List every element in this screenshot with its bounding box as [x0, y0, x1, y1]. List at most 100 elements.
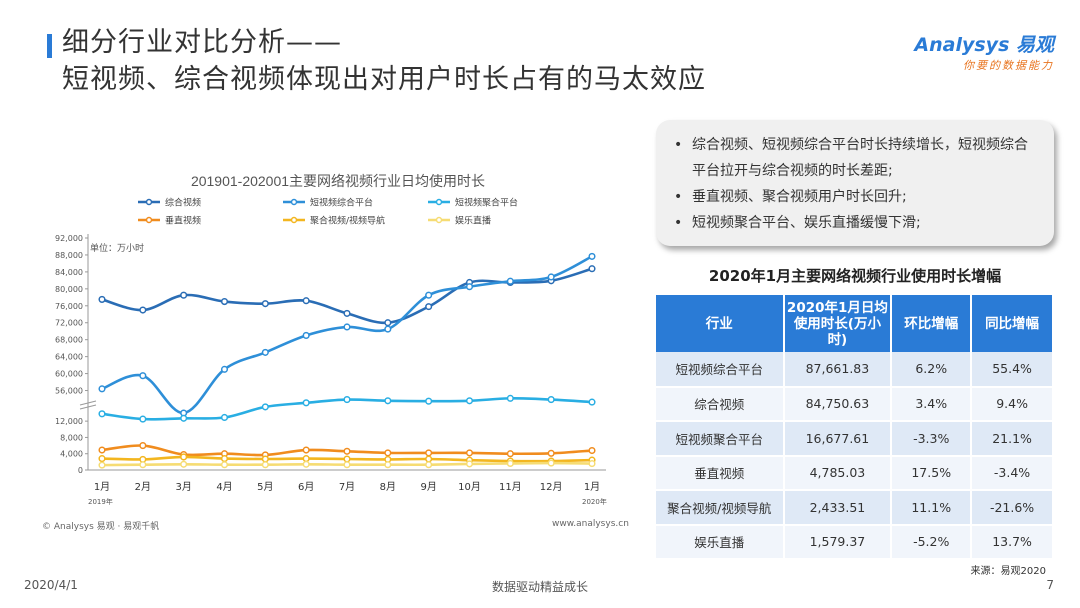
data-point	[425, 461, 433, 469]
data-point	[261, 348, 269, 356]
table-body: 短视频综合平台 87,661.83 6.2% 55.4% 综合视频 84,750.63 3.…	[656, 352, 1054, 560]
x-tick-label: 1月	[94, 481, 110, 493]
y-tick-label: 4,000	[60, 450, 83, 459]
y-tick-label: 68,000	[55, 336, 83, 345]
cell-duration: 87,661.83	[783, 352, 893, 388]
header-industry: 行业	[656, 295, 785, 352]
data-point	[98, 385, 106, 393]
logo-slogan: 你要的数据能力	[963, 59, 1054, 72]
data-point	[98, 446, 106, 454]
data-point	[588, 398, 596, 406]
cell-mom: 11.1%	[891, 490, 973, 526]
chart-title: 201901-202001主要网络视频行业日均使用时长	[191, 173, 485, 189]
data-point	[547, 459, 555, 467]
data-point	[139, 372, 147, 380]
y-tick-label: 84,000	[55, 268, 83, 277]
data-point	[98, 461, 106, 469]
logo-brand: Analysys 易观	[914, 34, 1054, 56]
data-point	[302, 446, 310, 454]
table-row: 聚合视频/视频导航 2,433.51 11.1% -21.6%	[656, 490, 1054, 526]
cell-duration: 4,785.03	[783, 455, 893, 491]
header-mom: 环比增幅	[891, 295, 973, 352]
x-tick-label: 12月	[540, 481, 563, 493]
data-point	[98, 410, 106, 418]
table-title: 2020年1月主要网络视频行业使用时长增幅	[708, 267, 1002, 285]
legend-label: 聚合视频/视频导航	[310, 215, 385, 227]
data-point	[506, 459, 514, 468]
table-row: 综合视频 84,750.63 3.4% 9.4%	[656, 386, 1054, 422]
cell-industry: 垂直视频	[656, 455, 785, 491]
x-tick-label: 4月	[216, 481, 232, 493]
data-point	[220, 413, 229, 422]
x-tick-label: 10月	[458, 481, 481, 493]
y-tick-label: 64,000	[55, 353, 83, 362]
data-point	[343, 461, 351, 469]
data-point	[261, 461, 269, 469]
year-label-start: 2019年	[88, 497, 113, 506]
data-point	[343, 309, 351, 317]
y-tick-label: 92,000	[55, 234, 83, 243]
data-point	[302, 399, 310, 407]
data-point	[465, 283, 474, 291]
data-point	[425, 291, 433, 299]
cell-industry: 短视频聚合平台	[656, 421, 785, 457]
legend-marker	[145, 216, 153, 224]
title-line-2: 短视频、综合视频体现出对用户时长占有的马太效应	[62, 64, 706, 95]
cell-yoy: 21.1%	[971, 421, 1054, 457]
notes-box: 综合视频、短视频综合平台时长持续增长，短视频综合平台拉开与综合视频的时长差距; …	[656, 120, 1054, 246]
x-tick-label: 2月	[135, 481, 151, 493]
data-point	[139, 442, 147, 450]
cell-industry: 娱乐直播	[656, 524, 785, 560]
data-point	[98, 295, 106, 303]
x-tick-label: 3月	[175, 481, 191, 493]
legend-marker	[290, 216, 298, 224]
table-row: 垂直视频 4,785.03 17.5% -3.4%	[656, 455, 1054, 491]
unit-label: 单位：万小时	[90, 242, 144, 254]
cell-industry: 综合视频	[656, 386, 785, 422]
data-point	[343, 455, 351, 463]
header-yoy: 同比增幅	[971, 295, 1054, 352]
cell-yoy: -3.4%	[971, 455, 1054, 491]
data-point	[139, 461, 147, 469]
y-tick-label: 60,000	[55, 370, 83, 379]
cell-industry: 短视频综合平台	[656, 352, 785, 388]
note-item: 短视频聚合平台、娱乐直播缓慢下滑;	[672, 210, 1040, 236]
data-point	[220, 365, 229, 373]
data-point	[506, 277, 514, 285]
cell-yoy: -21.6%	[971, 490, 1054, 526]
data-point	[425, 397, 433, 405]
data-point	[139, 415, 147, 423]
data-point	[343, 447, 351, 455]
x-tick-label: 8月	[380, 481, 396, 493]
data-point	[302, 460, 310, 468]
year-label-end: 2020年	[582, 497, 607, 506]
data-point	[588, 460, 596, 468]
data-point	[220, 298, 229, 306]
data-point	[425, 449, 433, 457]
data-point	[261, 300, 269, 308]
data-point	[465, 449, 474, 457]
line-chart: 201901-202001主要网络视频行业日均使用时长 综合视频 短视频综合平台 短视…	[38, 166, 638, 536]
y-tick-label: 0	[78, 466, 83, 475]
footer-tagline: 数据驱动精益成长	[491, 580, 588, 594]
page-title: 细分行业对比分析—— 短视频、综合视频体现出对用户时长占有的马太效应	[62, 24, 706, 98]
x-tick-label: 5月	[257, 481, 273, 493]
legend-label: 娱乐直播	[455, 215, 491, 227]
data-point	[425, 455, 433, 463]
data-point	[588, 252, 596, 260]
x-tick-label: 6月	[298, 481, 314, 493]
data-point	[261, 403, 269, 411]
data-point	[180, 414, 188, 422]
cell-duration: 1,579.37	[783, 524, 893, 560]
y-tick-label: 80,000	[55, 285, 83, 294]
data-point	[384, 461, 392, 469]
data-point	[302, 297, 310, 305]
data-point	[384, 325, 392, 333]
data-point	[180, 291, 188, 299]
data-point	[220, 461, 229, 469]
data-point	[384, 397, 392, 405]
data-point	[98, 455, 106, 463]
data-point	[384, 449, 392, 457]
